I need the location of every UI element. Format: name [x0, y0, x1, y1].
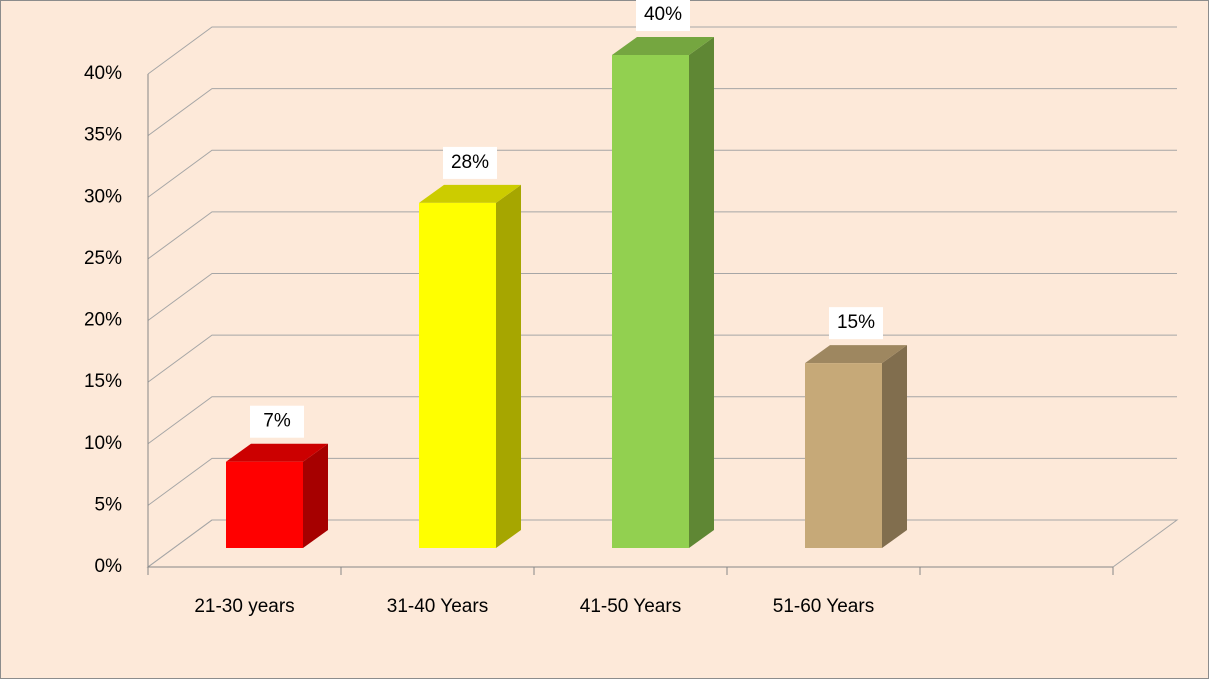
value-label: 7%	[263, 411, 291, 432]
y-tick-label: 10%	[84, 433, 122, 454]
value-label: 28%	[451, 152, 489, 173]
grid-line	[147, 88, 1177, 137]
x-tick-label: 41-50 Years	[580, 596, 681, 617]
bar-top	[805, 345, 907, 364]
value-label: 40%	[644, 4, 682, 25]
bar-side	[882, 345, 907, 548]
value-label-box	[636, 0, 690, 31]
y-tick-label: 25%	[84, 248, 122, 269]
value-label: 15%	[837, 312, 875, 333]
y-tick-label: 15%	[84, 371, 122, 392]
grid-line	[147, 26, 1177, 75]
bar-top	[419, 184, 521, 203]
grid-line	[147, 149, 1177, 198]
bar	[805, 363, 882, 548]
value-label-box	[443, 146, 497, 179]
bar	[226, 461, 303, 548]
bar-side	[689, 37, 714, 548]
y-tick-label: 35%	[84, 125, 122, 146]
bar-side	[303, 443, 328, 548]
y-tick-label: 30%	[84, 186, 122, 207]
x-tick-label: 51-60 Years	[773, 596, 874, 617]
y-tick-label: 20%	[84, 310, 122, 331]
x-tick-label: 21-30 years	[194, 596, 294, 617]
bar-top	[612, 37, 714, 55]
bar-side	[496, 184, 521, 548]
y-tick-label: 5%	[95, 494, 123, 515]
grid-line	[147, 273, 1177, 321]
bar	[419, 202, 496, 548]
y-tick-label: 40%	[84, 63, 122, 84]
x-tick-label: 31-40 Years	[387, 596, 488, 617]
bar-top	[226, 443, 328, 462]
grid-line	[147, 211, 1177, 260]
value-label-box	[829, 307, 883, 340]
bar	[612, 55, 689, 548]
y-tick-label: 0%	[95, 556, 123, 577]
value-label-box	[250, 405, 304, 438]
